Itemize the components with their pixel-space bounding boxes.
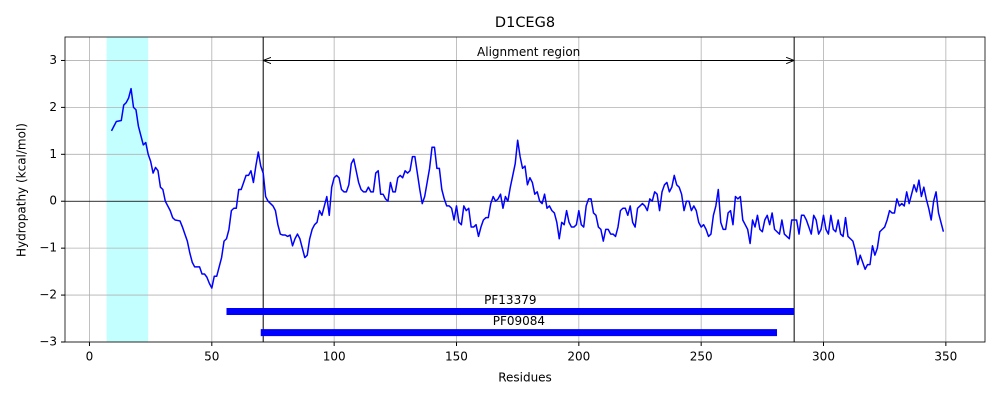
y-tick-label: 0 xyxy=(49,194,57,208)
chart-title: D1CEG8 xyxy=(495,15,555,31)
domain-label: PF09084 xyxy=(493,314,545,328)
plot-frame xyxy=(64,36,986,343)
y-axis-label: Hydropathy (kcal/mol) xyxy=(15,123,29,257)
domain-bar xyxy=(260,329,778,337)
y-tick-label: −1 xyxy=(39,241,57,255)
highlight-span xyxy=(106,37,149,342)
x-tick-label: 0 xyxy=(86,350,94,364)
hydropathy-line xyxy=(110,87,945,289)
x-axis-label: Residues xyxy=(498,371,552,385)
y-tick-label: 2 xyxy=(49,100,57,114)
x-tick-label: 350 xyxy=(934,350,957,364)
x-tick-label: 100 xyxy=(323,350,346,364)
x-tick-label: 150 xyxy=(445,350,468,364)
y-tick-label: 1 xyxy=(49,147,57,161)
y-tick-label: 3 xyxy=(49,53,57,67)
y-tick-label: −2 xyxy=(39,288,57,302)
domain-label: PF13379 xyxy=(484,293,536,307)
x-tick-label: 200 xyxy=(567,350,590,364)
x-tick-label: 50 xyxy=(204,350,219,364)
domain-bar xyxy=(226,308,795,315)
y-tick-label: −3 xyxy=(39,335,57,349)
x-tick-label: 250 xyxy=(690,350,713,364)
alignment-label: Alignment region xyxy=(477,45,580,59)
x-tick-label: 300 xyxy=(812,350,835,364)
